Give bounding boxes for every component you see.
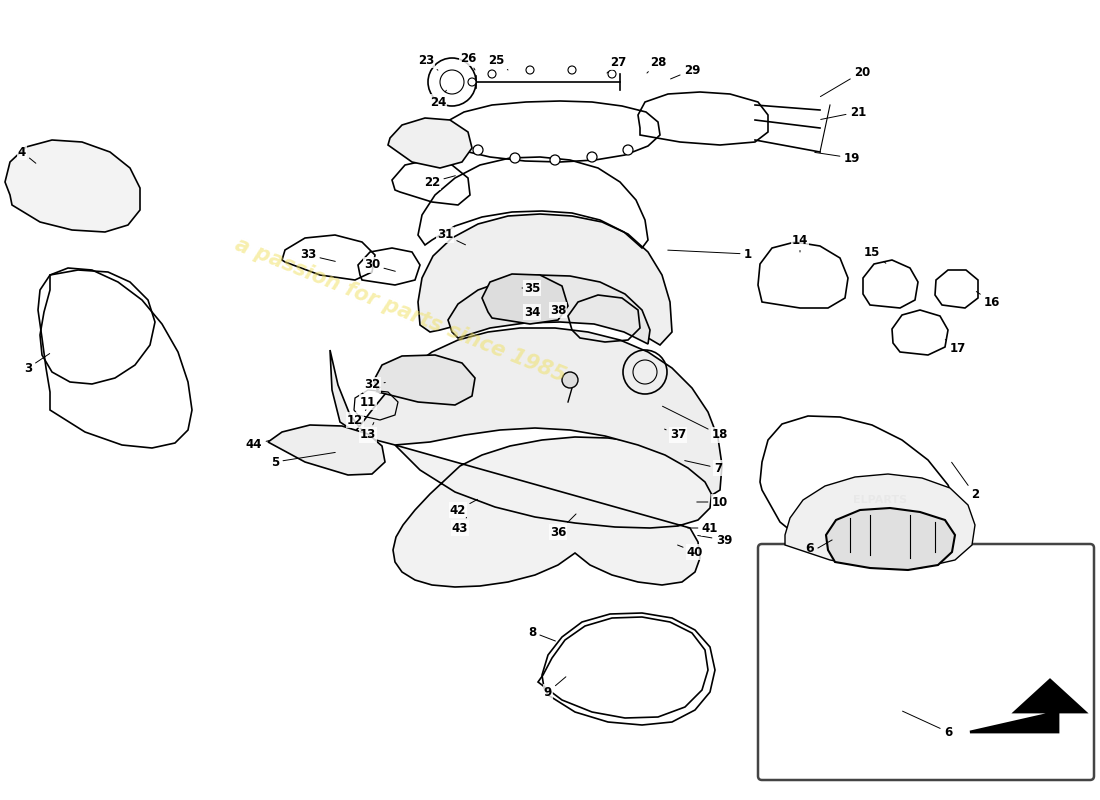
Text: 41: 41: [688, 522, 718, 534]
Circle shape: [562, 372, 578, 388]
Text: 7: 7: [684, 461, 722, 474]
Text: 19: 19: [815, 151, 860, 165]
Text: 44: 44: [245, 438, 270, 450]
Text: 30: 30: [364, 258, 395, 271]
Polygon shape: [970, 680, 1085, 732]
Text: 9: 9: [543, 677, 565, 698]
FancyBboxPatch shape: [758, 544, 1094, 780]
Text: 35: 35: [522, 282, 540, 294]
Text: 36: 36: [550, 514, 576, 538]
Text: 14: 14: [792, 234, 808, 252]
Text: 37: 37: [664, 429, 686, 442]
Polygon shape: [393, 437, 712, 587]
Circle shape: [510, 153, 520, 163]
Text: 40: 40: [678, 545, 703, 558]
Circle shape: [568, 66, 576, 74]
Text: 27: 27: [607, 55, 626, 73]
Text: 21: 21: [821, 106, 866, 119]
Polygon shape: [268, 425, 385, 475]
Text: 3: 3: [24, 354, 50, 374]
Polygon shape: [826, 508, 955, 570]
Text: 43: 43: [452, 518, 469, 534]
Polygon shape: [330, 328, 722, 495]
Circle shape: [550, 155, 560, 165]
Text: 33: 33: [300, 249, 336, 262]
Text: 16: 16: [977, 291, 1000, 309]
Text: 32: 32: [364, 378, 385, 391]
Text: 22: 22: [424, 175, 455, 189]
Text: 17: 17: [945, 339, 966, 354]
Text: 6: 6: [902, 711, 953, 738]
Circle shape: [608, 70, 616, 78]
Text: 11: 11: [360, 387, 381, 409]
Text: 28: 28: [647, 55, 667, 73]
Text: 13: 13: [360, 422, 376, 442]
Circle shape: [587, 152, 597, 162]
Polygon shape: [374, 355, 475, 405]
Text: 4: 4: [18, 146, 36, 163]
Text: 31: 31: [437, 229, 465, 245]
Text: a passion for parts since 1985: a passion for parts since 1985: [232, 234, 569, 386]
Text: 20: 20: [821, 66, 870, 97]
Text: 1: 1: [668, 247, 752, 261]
Polygon shape: [388, 118, 472, 168]
Polygon shape: [418, 214, 672, 345]
Text: 38: 38: [550, 303, 566, 317]
Text: ELPARTS: ELPARTS: [852, 495, 907, 505]
Circle shape: [526, 66, 534, 74]
Text: 39: 39: [697, 534, 733, 546]
Text: 34: 34: [524, 306, 540, 318]
Text: 8: 8: [528, 626, 556, 641]
Text: 6: 6: [805, 542, 814, 554]
Circle shape: [488, 70, 496, 78]
Text: 12: 12: [346, 410, 366, 426]
Text: 5: 5: [271, 453, 336, 469]
Circle shape: [623, 145, 632, 155]
Polygon shape: [785, 474, 975, 568]
Text: 2: 2: [952, 462, 979, 502]
Polygon shape: [448, 275, 650, 344]
Text: 29: 29: [671, 63, 701, 79]
Text: 26: 26: [460, 51, 476, 70]
Text: 25: 25: [487, 54, 508, 70]
Text: 10: 10: [696, 495, 728, 509]
Polygon shape: [482, 274, 568, 324]
Text: 42: 42: [450, 499, 477, 517]
Text: 24: 24: [430, 90, 447, 109]
Text: 15: 15: [864, 246, 886, 263]
Text: 23: 23: [418, 54, 438, 70]
Circle shape: [468, 78, 476, 86]
Circle shape: [473, 145, 483, 155]
Polygon shape: [6, 140, 140, 232]
Text: 18: 18: [662, 406, 728, 442]
